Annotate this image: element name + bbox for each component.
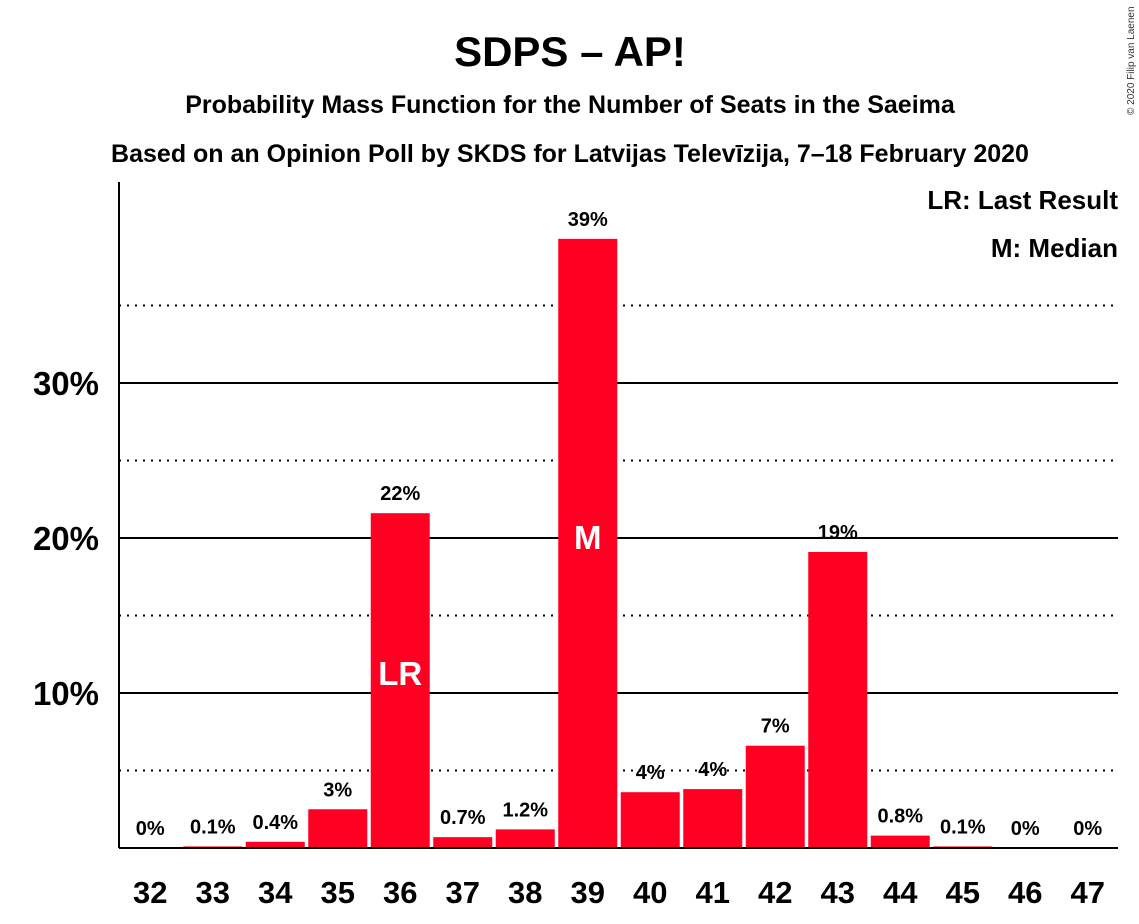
grid-lines [119,304,1118,772]
x-tick-label: 47 [1071,875,1105,910]
x-tick-label: 34 [258,875,293,910]
bar-value-label: 4% [636,762,665,784]
y-tick-label: 20% [33,520,99,557]
y-tick-label: 30% [33,365,99,402]
bar [308,809,368,848]
x-tick-label: 39 [571,875,605,910]
chart-title: SDPS – AP! [454,28,686,75]
legend-median: M: Median [991,233,1118,263]
x-tick-label: 35 [321,875,355,910]
x-axis-ticks: 32 33 34 35 36 37 38 39 40 41 42 43 44 45 46 47 [133,875,1105,910]
bar [495,829,555,848]
bar-value-label: 39% [568,209,608,231]
bars: 0% 0.1% 0.4% 3% 22% LR 0.7% 1.2% 39% M 4% 4% 7% 19% 0.… [136,209,1102,849]
bar-value-label: 0.4% [252,812,298,834]
bar-value-label: 0% [1011,818,1040,840]
bar-value-label: 0% [136,818,165,840]
x-tick-label: 32 [133,875,167,910]
bar-value-label: 0.8% [877,806,923,828]
bar [808,551,868,848]
bar-value-label: 22% [380,483,420,505]
chart-subtitle-source: Based on an Opinion Poll by SKDS for Lat… [111,140,1029,168]
x-tick-label: 46 [1008,875,1042,910]
y-tick-label: 10% [33,675,99,712]
legend-last-result: LR: Last Result [927,185,1118,215]
x-tick-label: 45 [946,875,980,910]
bar-value-label: 7% [761,716,790,738]
x-tick-label: 40 [633,875,667,910]
bar-value-label: 3% [323,779,352,801]
bar-value-label: 0% [1073,818,1102,840]
bar-marker-label: M [574,519,602,556]
x-tick-label: 44 [883,875,918,910]
bar-value-label: 0.1% [940,816,986,838]
bar-value-label: 0.7% [440,807,486,829]
x-tick-label: 36 [383,875,417,910]
y-axis-ticks: 10% 20% 30% [33,365,99,712]
bar [370,513,430,848]
bar [620,792,680,848]
bar-marker-label: LR [378,655,422,692]
x-tick-label: 37 [446,875,480,910]
x-tick-label: 33 [196,875,230,910]
copyright-text: © 2020 Filip van Laenen [1126,6,1137,115]
bar-value-label: 0.1% [190,816,236,838]
bar-value-label: 19% [818,522,858,544]
x-tick-label: 43 [821,875,855,910]
x-tick-label: 41 [696,875,730,910]
bar-value-label: 4% [698,759,727,781]
bar [745,745,805,848]
bar [245,841,305,848]
bar [683,789,743,848]
bar-value-label: 1.2% [502,799,548,821]
bar [870,835,930,848]
bar [433,837,493,848]
x-tick-label: 38 [508,875,542,910]
chart-subtitle: Probability Mass Function for the Number… [185,91,956,119]
x-tick-label: 42 [758,875,792,910]
bar [558,238,618,849]
